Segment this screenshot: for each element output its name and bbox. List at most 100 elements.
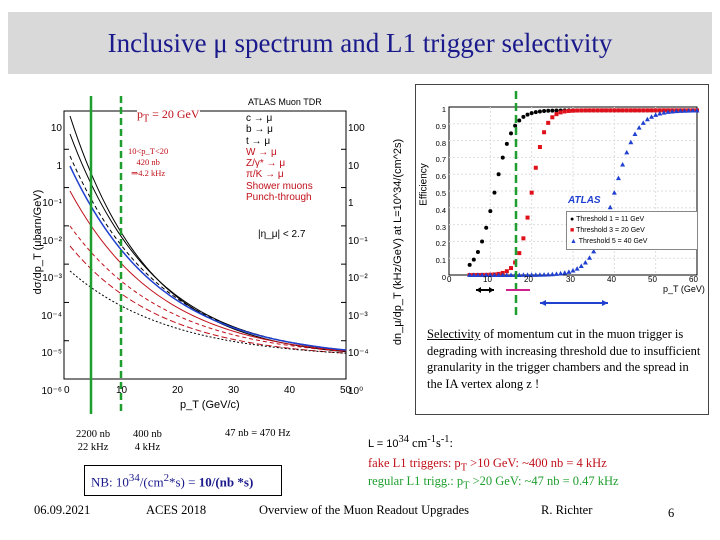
eff-point-threshold-20 <box>612 108 617 113</box>
spectrum-curve-5 <box>69 165 347 351</box>
eff-point-threshold-20 <box>533 165 538 170</box>
right-plot-svg <box>448 91 700 315</box>
spectrum-curve-6 <box>69 245 347 354</box>
legend-punch: Punch-through <box>246 192 312 204</box>
eff-point-threshold-40 <box>574 266 580 271</box>
eff-point-threshold-20 <box>575 108 580 113</box>
footer-event: ACES 2018 <box>146 503 207 517</box>
eff-point-threshold-20 <box>608 108 613 113</box>
footer-page: 6 <box>668 506 675 520</box>
eff-point-threshold-40 <box>607 204 613 210</box>
eff-point-threshold-40 <box>525 272 531 277</box>
eff-point-threshold-20 <box>537 145 542 150</box>
eff-point-threshold-20 <box>521 236 526 241</box>
spectrum-curve-7 <box>69 270 347 354</box>
eff-point-threshold-11 <box>475 250 480 255</box>
eff-point-threshold-11 <box>550 108 555 113</box>
slide-title: Inclusive μ spectrum and L1 trigger sele… <box>107 28 613 58</box>
eff-point-threshold-11 <box>542 109 547 114</box>
eff-point-threshold-40 <box>520 272 526 277</box>
eff-point-threshold-40 <box>516 272 522 277</box>
eff-point-threshold-11 <box>537 109 542 114</box>
eff-point-threshold-11 <box>533 110 538 115</box>
eff-point-threshold-20 <box>649 108 654 113</box>
eff-point-threshold-40 <box>533 272 539 277</box>
legend-c: c → μ <box>246 113 273 124</box>
left-plot-curves <box>64 110 347 380</box>
eff-point-threshold-11 <box>471 257 476 262</box>
eff-point-threshold-20 <box>599 108 604 113</box>
eff-point-threshold-40 <box>673 108 679 114</box>
eff-point-threshold-40 <box>491 272 497 277</box>
rate-400: 400 nb 4 kHz <box>133 429 162 453</box>
eff-point-threshold-40 <box>508 272 514 277</box>
eff-point-threshold-11 <box>480 239 485 244</box>
eff-point-threshold-20 <box>637 108 642 113</box>
eff-point-threshold-40 <box>529 272 535 277</box>
luminosity-line: L = 1034 cm-1s-1: <box>368 434 453 451</box>
eff-point-threshold-40 <box>541 272 547 277</box>
left-plot: ATLAS Muon TDR pT = 20 GeV 10<p_T<20 420… <box>20 96 404 414</box>
eff-point-threshold-40 <box>475 272 481 277</box>
eff-point-threshold-20 <box>653 108 658 113</box>
eff-point-threshold-20 <box>550 115 555 120</box>
eff-point-threshold-20 <box>546 120 551 125</box>
eff-point-threshold-40 <box>636 125 642 130</box>
eff-point-threshold-11 <box>492 190 497 195</box>
right-y-ticks: 100 10 1 10⁻¹ 10⁻² 10⁻³ 10⁻⁴ 10⁰ <box>348 123 369 397</box>
eff-point-threshold-20 <box>558 110 563 115</box>
eff-point-threshold-11 <box>484 225 489 230</box>
eff-point-threshold-40 <box>483 272 489 277</box>
black-arrow-right <box>489 287 494 293</box>
eff-point-threshold-40 <box>558 270 564 276</box>
eff-point-threshold-40 <box>479 272 485 277</box>
black-arrow-left <box>476 287 481 293</box>
eff-point-threshold-20 <box>504 269 509 274</box>
right-ylabel: dn_μ/dp_T (kHz/GeV) at L=10^34/(cm^2s) <box>392 138 404 346</box>
eff-point-threshold-20 <box>579 108 584 113</box>
left-ylabel: dσ/dp_T (μbarn/GeV) <box>32 189 44 295</box>
range-note: 10<p_T<20 420 nb ⇒4.2 kHz <box>128 146 169 178</box>
eff-point-threshold-20 <box>583 108 588 113</box>
eff-point-threshold-40 <box>649 114 655 119</box>
nb-box: NB: 1034/(cm2*s) = 10/(nb *s) <box>84 465 282 496</box>
eff-point-threshold-20 <box>628 108 633 113</box>
eff-point-threshold-11 <box>554 108 559 113</box>
eff-point-threshold-11 <box>504 141 509 146</box>
eff-point-threshold-40 <box>496 272 502 277</box>
left-y-ticks: 10 1 10⁻¹ 10⁻² 10⁻³ 10⁻⁴ 10⁻⁵ 10⁻⁶ <box>41 123 62 397</box>
eff-point-threshold-20 <box>633 108 637 113</box>
eff-point-threshold-40 <box>591 248 597 254</box>
eff-point-threshold-40 <box>628 139 634 145</box>
eff-point-threshold-40 <box>640 120 646 125</box>
eff-point-threshold-40 <box>677 108 683 113</box>
legend-b: b → μ <box>246 124 273 136</box>
pt-20-marker: pT = 20 GeV <box>137 107 200 125</box>
eff-point-threshold-40 <box>537 272 543 277</box>
legend-t: t → μ <box>246 135 271 147</box>
eff-point-threshold-40 <box>682 108 688 113</box>
eff-point-threshold-40 <box>582 260 588 265</box>
eff-point-threshold-20 <box>624 108 629 113</box>
spectrum-curve-4 <box>69 225 347 353</box>
eff-point-threshold-20 <box>509 266 513 271</box>
eff-point-threshold-20 <box>542 130 547 135</box>
eff-point-threshold-40 <box>661 110 667 115</box>
legend-shower: Shower muons <box>246 180 313 192</box>
eff-point-threshold-11 <box>467 262 472 267</box>
eff-point-threshold-11 <box>546 108 551 113</box>
spectrum-curve-3 <box>69 190 347 352</box>
eff-point-threshold-40 <box>587 255 593 260</box>
eff-point-threshold-40 <box>545 271 551 277</box>
title-bar: Inclusive μ spectrum and L1 trigger sele… <box>8 12 712 74</box>
left-plot-svg <box>63 96 347 414</box>
right-plot: Efficiency 1 0.9 0.8 0.7 0.6 0.5 0.4 0.3… <box>415 84 709 415</box>
eff-legend-5: ▲ Threshold 5 = 40 GeV <box>570 238 648 245</box>
legend-pik: π/K → μ <box>246 169 284 181</box>
eff-point-threshold-40 <box>549 271 555 277</box>
fake-trigger-line: fake L1 triggers: pT >10 GeV: ~400 nb = … <box>368 456 607 474</box>
eff-y-ticks: 1 0.9 0.8 0.7 0.6 0.5 0.4 0.3 0.2 0.1 0 <box>435 105 446 282</box>
eff-point-threshold-40 <box>644 116 650 122</box>
legend-w: W → μ <box>246 146 277 158</box>
eff-point-threshold-20 <box>616 108 621 113</box>
